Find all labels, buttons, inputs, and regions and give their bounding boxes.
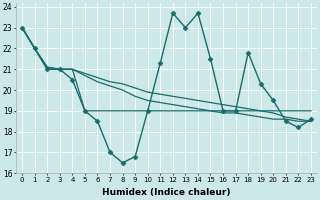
X-axis label: Humidex (Indice chaleur): Humidex (Indice chaleur): [102, 188, 231, 197]
